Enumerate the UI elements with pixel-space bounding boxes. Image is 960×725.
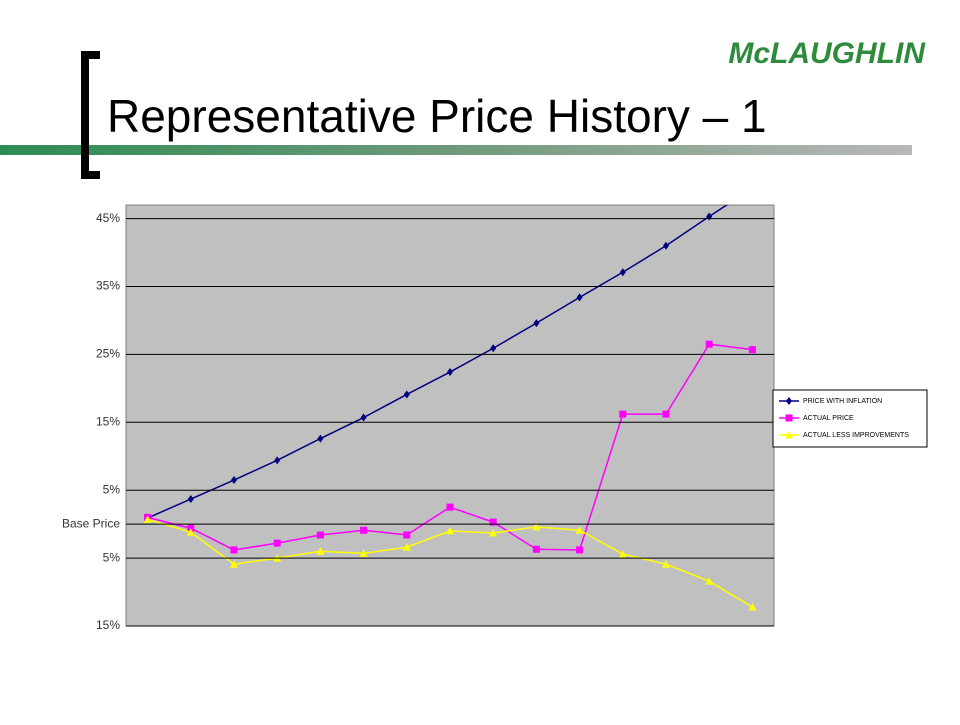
marker bbox=[490, 344, 497, 353]
marker bbox=[446, 503, 454, 511]
marker bbox=[489, 518, 497, 526]
logo: McLAUGHLIN bbox=[728, 37, 926, 70]
y-tick-label: 5% bbox=[103, 550, 121, 564]
marker bbox=[748, 602, 757, 611]
slide-title: Representative Price History – 1 bbox=[107, 90, 767, 142]
marker bbox=[273, 539, 281, 547]
y-tick-label: 25% bbox=[96, 347, 120, 361]
marker bbox=[187, 495, 194, 504]
marker bbox=[489, 528, 498, 537]
marker bbox=[186, 528, 195, 536]
marker bbox=[274, 456, 281, 465]
y-tick-label: Base Price bbox=[62, 516, 120, 530]
marker bbox=[619, 268, 626, 277]
marker bbox=[230, 546, 238, 554]
marker bbox=[576, 293, 583, 302]
marker bbox=[662, 560, 670, 568]
plot-area bbox=[125, 204, 775, 627]
marker bbox=[360, 526, 368, 534]
marker bbox=[230, 560, 238, 568]
marker bbox=[316, 531, 324, 539]
marker bbox=[662, 410, 670, 418]
marker bbox=[576, 546, 584, 554]
marker bbox=[532, 545, 540, 553]
marker bbox=[317, 434, 324, 443]
marker bbox=[748, 346, 756, 354]
marker bbox=[618, 550, 627, 558]
marker bbox=[402, 543, 411, 551]
y-tick-label: 15% bbox=[96, 414, 120, 428]
y-tick-label: 5% bbox=[103, 482, 121, 496]
legend-label: ACTUAL PRICE bbox=[803, 415, 854, 422]
marker bbox=[403, 390, 410, 399]
marker bbox=[575, 526, 584, 534]
marker bbox=[705, 340, 713, 348]
marker bbox=[446, 526, 454, 535]
y-tick-label: 45% bbox=[96, 211, 120, 225]
marker bbox=[231, 476, 237, 485]
plot bbox=[143, 184, 757, 611]
marker bbox=[663, 241, 669, 250]
bracket bbox=[81, 51, 100, 179]
marker bbox=[705, 577, 714, 585]
marker bbox=[533, 319, 540, 328]
marker bbox=[785, 431, 793, 439]
marker bbox=[785, 414, 793, 422]
marker bbox=[359, 549, 368, 557]
marker bbox=[187, 524, 195, 532]
marker bbox=[619, 410, 627, 418]
marker bbox=[360, 413, 367, 422]
marker bbox=[786, 397, 792, 405]
marker bbox=[532, 522, 541, 531]
y-tick-label: 35% bbox=[96, 279, 120, 293]
header-bar bbox=[0, 145, 912, 155]
marker bbox=[749, 184, 755, 192]
legend-label: PRICE WITH INFLATION bbox=[803, 398, 882, 405]
legend-label: ACTUAL LESS IMPROVEMENTS bbox=[803, 432, 909, 439]
marker bbox=[143, 515, 152, 523]
y-tick-label: 15% bbox=[96, 618, 120, 632]
marker bbox=[403, 531, 411, 539]
marker bbox=[316, 547, 325, 555]
marker bbox=[447, 368, 453, 377]
